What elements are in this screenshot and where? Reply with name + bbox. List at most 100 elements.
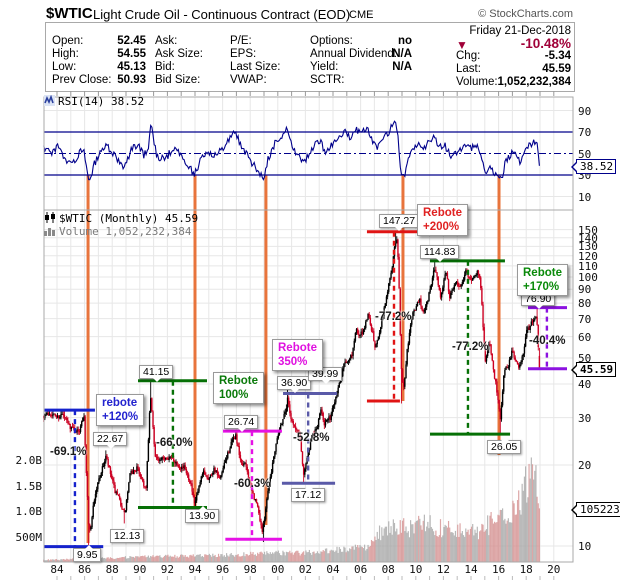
price-callout-17-12: 17.12: [291, 485, 326, 502]
decline-percent-label: -60.3%: [234, 478, 271, 490]
quote-label: Open:: [52, 35, 84, 47]
x-axis-year-label: 12: [436, 563, 451, 576]
x-axis-year-label: 90: [133, 563, 147, 576]
quote-label: Ask Size:: [155, 48, 203, 60]
rsi-axis-label: 50: [578, 147, 592, 161]
x-axis-year-label: 94: [188, 563, 202, 576]
quote-value: N/A: [392, 48, 412, 60]
last-price-tag: 45.59: [570, 362, 617, 377]
quote-label: P/E:: [230, 35, 252, 47]
decline-percent-label: -77.2%: [452, 341, 489, 353]
decline-percent-label: -66.0%: [156, 437, 193, 449]
quote-label: Chg:: [456, 50, 481, 62]
volume-legend: Volume 1,052,232,384: [44, 225, 191, 239]
rsi-axis-label: 70: [578, 126, 592, 139]
down-triangle-icon: ▼: [456, 38, 468, 52]
price-axis-label: 140: [578, 231, 598, 245]
price-callout-13-90: 13.90: [185, 506, 220, 523]
quote-label: Options:: [310, 35, 353, 47]
price-axis-label: 120: [578, 249, 598, 263]
quote-label: Low:: [52, 61, 77, 73]
rsi-value-tag: 38.52: [570, 159, 617, 174]
x-axis-year-label: 96: [215, 563, 230, 576]
copyright-label: © StockCharts.com: [478, 8, 573, 20]
rsi-axis-label: 90: [578, 104, 592, 118]
ticker-symbol: $WTIC: [46, 5, 93, 22]
quote-label: VWAP:: [230, 74, 267, 86]
quote-label: Yield:: [310, 61, 339, 73]
x-axis-year-label: 92: [160, 563, 175, 576]
decline-percent-label: -52.8%: [293, 432, 330, 444]
volume-axis-label: 1.0B: [15, 505, 43, 518]
x-axis-year-label: 84: [50, 563, 64, 576]
quote-date: Friday 21-Dec-2018: [469, 25, 571, 37]
price-callout-41-15: 41.15: [139, 365, 174, 382]
rsi-legend: RSI(14) 38.52: [44, 94, 145, 109]
volume-axis-label: 1.5B: [15, 479, 43, 493]
candlestick-icon: [44, 212, 56, 226]
volume-axis-label: 2.0B: [15, 454, 43, 467]
quote-label: Last Size:: [230, 61, 281, 73]
price-axis-label: 60: [578, 330, 592, 344]
rsi-legend-text: RSI(14) 38.52: [58, 95, 145, 108]
exchange-label: CME: [349, 9, 374, 21]
volume-bars-icon: [44, 225, 56, 239]
price-axis-label: 130: [578, 240, 598, 254]
price-callout-26-74: 26.74: [224, 415, 259, 432]
price-axis-label: 110: [578, 259, 598, 273]
price-legend-text: $WTIC (Monthly) 45.59: [59, 212, 199, 225]
price-axis-label: 50: [578, 351, 592, 365]
rebound-label: Rebote +170%: [517, 264, 568, 296]
quote-value: -5.34: [544, 50, 571, 62]
quote-value: 54.55: [117, 48, 146, 60]
price-legend: $WTIC (Monthly) 45.59: [44, 212, 198, 226]
quote-value: 50.93: [117, 74, 146, 86]
x-axis-year-label: 04: [326, 563, 340, 576]
x-axis-year-label: 98: [243, 563, 257, 576]
price-axis-label: 100: [578, 271, 598, 284]
quote-label: Annual Dividend:: [310, 48, 397, 60]
x-axis-year-label: 06: [353, 563, 368, 576]
price-callout-9-95: 9.95: [73, 545, 102, 562]
price-callout-22-67: 22.67: [93, 432, 128, 449]
volume-value-tag: 1052232384: [570, 502, 620, 517]
quote-label: Last:: [456, 63, 481, 75]
price-axis-label: 90: [578, 283, 592, 297]
quote-label: Prev Close:: [52, 74, 112, 86]
price-callout-26-05: 26.05: [487, 437, 522, 454]
x-axis-year-label: 18: [519, 563, 533, 576]
security-name: Light Crude Oil - Continuous Contract (E…: [93, 7, 351, 22]
x-axis-year-label: 14: [464, 563, 478, 576]
price-axis-label: 70: [578, 312, 592, 326]
rebound-label: Rebote +200%: [417, 204, 468, 236]
rsi-axis-label: 10: [578, 190, 592, 204]
x-axis-year-label: 20: [547, 563, 561, 576]
x-axis-year-label: 02: [298, 563, 313, 576]
x-axis-year-label: 10: [409, 563, 423, 576]
quote-value: 45.13: [117, 61, 146, 73]
quote-value: 1,052,232,384: [497, 76, 571, 88]
volume-axis-label: 500M: [15, 530, 43, 544]
x-axis-year-label: 00: [271, 563, 285, 576]
decline-percent-label: -40.4%: [529, 335, 566, 347]
quote-label: Ask:: [155, 35, 178, 47]
price-axis-label: 40: [578, 378, 592, 392]
price-callout-114-83: 114.83: [420, 245, 460, 262]
price-axis-label: 20: [578, 459, 592, 473]
quote-summary-panel: Friday 21-Dec-2018 ▼ -10.48% Open: 52.45 H…: [45, 22, 575, 92]
quote-label: EPS:: [230, 48, 257, 60]
x-axis-year-label: 08: [381, 563, 395, 576]
quote-value: 45.59: [542, 63, 571, 75]
quote-label: Bid Size:: [155, 74, 201, 86]
quote-label: Volume:: [456, 76, 498, 88]
quote-label: SCTR:: [310, 74, 345, 86]
decline-percent-label: -77.2%: [375, 311, 412, 323]
price-axis-label: 30: [578, 411, 592, 425]
rsi-indicator-icon: [44, 94, 55, 109]
volume-legend-text: Volume 1,052,232,384: [59, 225, 192, 238]
price-callout-147-27: 147.27: [379, 214, 420, 231]
x-axis-year-label: 88: [105, 563, 119, 576]
